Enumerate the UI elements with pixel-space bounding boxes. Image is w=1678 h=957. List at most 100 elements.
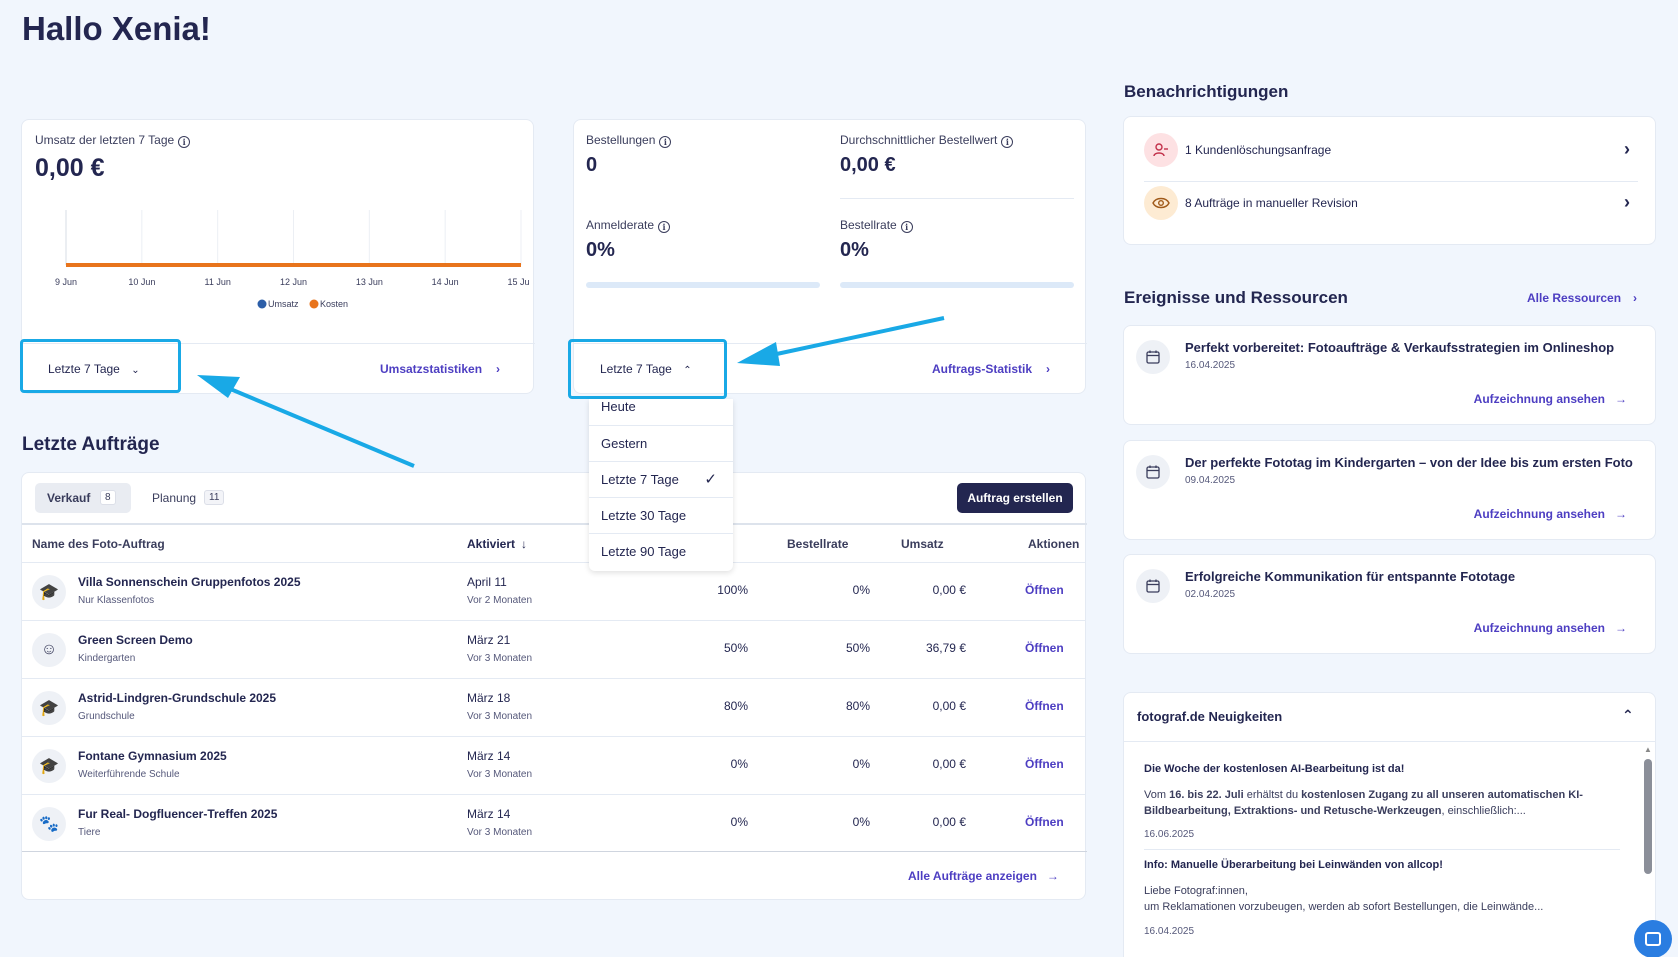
- graduation-cap-icon: 🎓: [32, 749, 66, 783]
- chevron-down-icon: ⌄: [131, 365, 140, 376]
- open-order-link[interactable]: Öffnen: [1025, 815, 1064, 829]
- recent-orders-title: Letzte Aufträge: [22, 434, 160, 455]
- watch-recording-link[interactable]: Aufzeichnung ansehen →: [1473, 392, 1627, 406]
- menu-item-last-7-days[interactable]: Letzte 7 Tage ✓: [589, 461, 733, 497]
- chevron-right-icon: ›: [1624, 192, 1630, 212]
- table-row[interactable]: ☺ Green Screen Demo Kindergarten März 21…: [22, 620, 1086, 678]
- event-date: 16.04.2025: [1185, 360, 1236, 371]
- graduation-cap-icon: 🎓: [32, 575, 66, 609]
- avg-order-value: 0,00 €: [840, 154, 896, 176]
- arrow-down-icon: ↓: [521, 537, 528, 551]
- chevron-up-icon: ⌃: [683, 365, 692, 376]
- scrollbar-thumb[interactable]: [1644, 759, 1652, 874]
- order-order-rate: 0%: [852, 757, 870, 771]
- signup-progress-bar: [586, 282, 820, 288]
- table-row[interactable]: 🎓 Villa Sonnenschein Gruppenfotos 2025 N…: [22, 562, 1086, 620]
- column-header-revenue[interactable]: Umsatz: [901, 537, 944, 551]
- news-item-text: Vom 16. bis 22. Juli erhältst du kostenl…: [1144, 789, 1583, 817]
- news-title: fotograf.de Neuigkeiten: [1137, 709, 1283, 724]
- revenue-label: Umsatz der letzten 7 Tage i: [35, 133, 191, 148]
- menu-item-last-30-days[interactable]: Letzte 30 Tage: [589, 497, 733, 533]
- calendar-icon: [1136, 455, 1170, 489]
- revenue-value: 0,00 €: [35, 154, 105, 182]
- legend-label[interactable]: Kosten: [320, 299, 348, 309]
- menu-item-last-90-days[interactable]: Letzte 90 Tage: [589, 533, 733, 569]
- scroll-up-icon[interactable]: ▲: [1644, 745, 1652, 754]
- event-title[interactable]: Perfekt vorbereitet: Fotoaufträge & Verk…: [1185, 340, 1615, 355]
- column-header-activated[interactable]: Aktiviert ↓: [467, 537, 528, 551]
- news-item-title[interactable]: Die Woche der kostenlosen AI-Bearbeitung…: [1144, 763, 1405, 775]
- menu-item-today[interactable]: Heute: [601, 399, 636, 414]
- period-dropdown-menu: Heute Gestern Letzte 7 Tage ✓ Letzte 30 …: [589, 399, 733, 571]
- arrow-right-icon: →: [1615, 621, 1627, 635]
- orders-metrics-card: Bestellungen i 0 Durchschnittlicher Beste…: [573, 119, 1087, 394]
- table-row[interactable]: 🎓 Astrid-Lindgren-Grundschule 2025 Grund…: [22, 678, 1086, 736]
- all-resources-link[interactable]: Alle Ressourcen ›: [1527, 291, 1638, 305]
- order-rate-label: Bestellrate i: [840, 218, 913, 233]
- column-header-actions: Aktionen: [1028, 537, 1080, 551]
- x-tick-label: 13 Jun: [356, 277, 383, 287]
- notifications-card: 1 Kundenlöschungsanfrage › 8 Aufträge in…: [1123, 116, 1656, 245]
- column-header-name[interactable]: Name des Foto-Auftrag: [32, 537, 165, 551]
- order-activated-date: März 14: [467, 749, 511, 763]
- open-order-link[interactable]: Öffnen: [1025, 699, 1064, 713]
- signup-rate-value: 0%: [586, 239, 615, 261]
- revenue-period-dropdown[interactable]: Letzte 7 Tage ⌄: [48, 362, 140, 376]
- event-date: 09.04.2025: [1185, 475, 1236, 486]
- create-order-button[interactable]: Auftrag erstellen: [957, 483, 1073, 513]
- notification-deletion-request[interactable]: 1 Kundenlöschungsanfrage ›: [1124, 117, 1657, 181]
- open-order-link[interactable]: Öffnen: [1025, 583, 1064, 597]
- info-icon[interactable]: i: [659, 136, 672, 148]
- event-title[interactable]: Der perfekte Fototag im Kindergarten – v…: [1185, 455, 1633, 470]
- order-statistics-link[interactable]: Auftrags-Statistik ›: [932, 362, 1051, 376]
- event-title[interactable]: Erfolgreiche Kommunikation für entspannt…: [1185, 569, 1516, 584]
- x-tick-label: 14 Jun: [432, 277, 459, 287]
- order-name: Green Screen Demo: [78, 633, 193, 647]
- calendar-icon: [1136, 569, 1170, 603]
- highlight-box-revenue-dropdown: [20, 339, 181, 393]
- paw-icon: 🐾: [32, 807, 66, 841]
- notification-manual-review[interactable]: 8 Aufträge in manueller Revision ›: [1124, 182, 1657, 246]
- event-card: Der perfekte Fototag im Kindergarten – v…: [1123, 440, 1656, 540]
- info-icon[interactable]: i: [178, 136, 191, 148]
- order-order-rate: 80%: [845, 699, 870, 713]
- info-icon[interactable]: i: [658, 221, 671, 233]
- order-activated-ago: Vor 3 Monaten: [467, 711, 533, 722]
- legend-label[interactable]: Umsatz: [268, 299, 299, 309]
- arrow-head: [197, 375, 240, 398]
- menu-item-yesterday[interactable]: Gestern: [589, 425, 733, 461]
- column-header-order-rate[interactable]: Bestellrate: [787, 537, 849, 551]
- watch-recording-link[interactable]: Aufzeichnung ansehen →: [1473, 507, 1627, 521]
- show-all-orders-link[interactable]: Alle Aufträge anzeigen →: [908, 869, 1059, 883]
- tab-planning[interactable]: Planung 11: [140, 483, 236, 513]
- news-item-date: 16.04.2025: [1144, 926, 1195, 937]
- info-icon[interactable]: i: [900, 221, 913, 233]
- revenue-statistics-link[interactable]: Umsatzstatistiken ›: [380, 362, 501, 376]
- legend-marker: [257, 299, 267, 309]
- graduation-cap-icon: 🎓: [32, 691, 66, 725]
- x-tick-label: 9 Jun: [55, 277, 77, 287]
- order-activated-ago: Vor 3 Monaten: [467, 653, 533, 664]
- news-item-title[interactable]: Info: Manuelle Überarbeitung bei Leinwän…: [1144, 859, 1443, 871]
- orders-period-dropdown[interactable]: Letzte 7 Tage ⌃: [600, 362, 692, 376]
- order-category: Grundschule: [78, 711, 135, 722]
- revenue-chart: 9 Jun 10 Jun 11 Jun 12 Jun 13 Jun 14 Jun 15 Ju…: [55, 210, 530, 309]
- info-icon[interactable]: i: [1001, 136, 1014, 148]
- news-item-date: 16.06.2025: [1144, 829, 1195, 840]
- table-row[interactable]: 🎓 Fontane Gymnasium 2025 Weiterführende …: [22, 736, 1086, 794]
- order-signup-rate: 0%: [730, 757, 748, 771]
- tab-sales[interactable]: Verkauf 8: [35, 483, 131, 513]
- table-row[interactable]: 🐾 Fur Real- Dogfluencer-Treffen 2025 Tie…: [22, 794, 1086, 852]
- open-order-link[interactable]: Öffnen: [1025, 757, 1064, 771]
- open-order-link[interactable]: Öffnen: [1025, 641, 1064, 655]
- news-scrollbar[interactable]: ▲: [1644, 745, 1652, 957]
- watch-recording-link[interactable]: Aufzeichnung ansehen →: [1473, 621, 1627, 635]
- news-item-text: Liebe Fotograf:innen, um Reklamationen v…: [1144, 885, 1544, 913]
- eye-icon: [1144, 186, 1178, 220]
- order-revenue: 0,00 €: [932, 583, 966, 597]
- collapse-chevron-icon[interactable]: ⌃: [1622, 707, 1634, 723]
- order-revenue: 0,00 €: [932, 699, 966, 713]
- orders-label: Bestellungen i: [586, 133, 672, 148]
- chat-launcher-button[interactable]: [1634, 920, 1672, 957]
